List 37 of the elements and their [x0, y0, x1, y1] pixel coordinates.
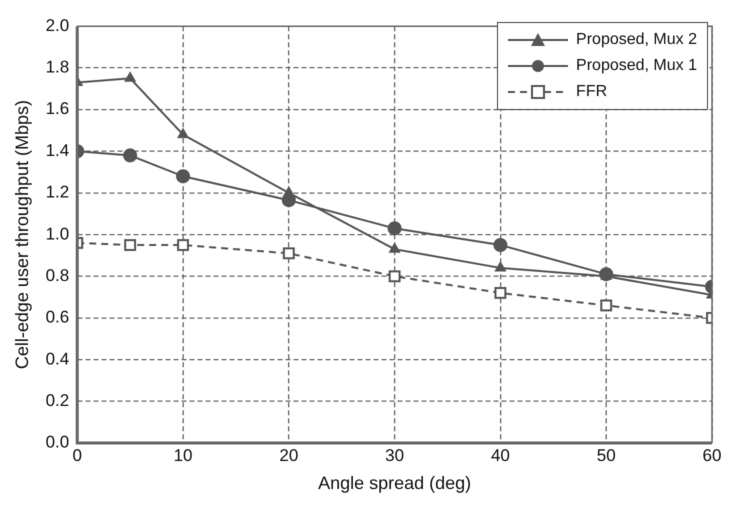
y-axis-title: Cell-edge user throughput (Mbps): [12, 100, 32, 370]
legend-label: Proposed, Mux 1: [576, 57, 697, 75]
point: [124, 239, 136, 251]
point: [282, 247, 295, 260]
x-tick-label: 40: [490, 446, 510, 465]
point: [176, 128, 190, 138]
x-tick-label: 10: [174, 446, 192, 465]
y-tick-label: 0.4: [46, 349, 70, 368]
legend-label: FFR: [576, 83, 608, 101]
point: [493, 238, 508, 252]
legend-label: Proposed, Mux 2: [576, 31, 697, 49]
y-tick-label: 0.8: [46, 266, 70, 285]
y-tick-label: 2.0: [46, 16, 70, 35]
y-tick-label: 1.6: [46, 99, 70, 118]
y-tick-label: 1.0: [46, 224, 70, 244]
x-tick-label: 0: [72, 446, 82, 465]
y-tick-label: 1.4: [46, 140, 70, 160]
x-axis-title: Angle spread (deg): [318, 473, 472, 494]
x-tick-label: 30: [385, 446, 404, 465]
point: [388, 242, 401, 253]
x-tick-label: 60: [702, 446, 722, 465]
point: [176, 169, 190, 184]
point: [177, 239, 189, 251]
point: [123, 148, 138, 162]
y-tick-label: 0.2: [46, 391, 70, 410]
point: [388, 221, 402, 236]
y-tick-label: 1.8: [46, 58, 70, 77]
point: [600, 300, 612, 312]
y-tick-label: 1.2: [46, 182, 70, 202]
y-tick-label: 0.0: [46, 432, 70, 452]
x-tick-label: 50: [596, 446, 616, 465]
point: [282, 186, 295, 196]
x-tick-label: 20: [279, 446, 298, 465]
point: [494, 287, 506, 299]
point: [124, 71, 136, 82]
y-tick-label: 0.6: [46, 308, 70, 327]
point: [388, 270, 401, 282]
